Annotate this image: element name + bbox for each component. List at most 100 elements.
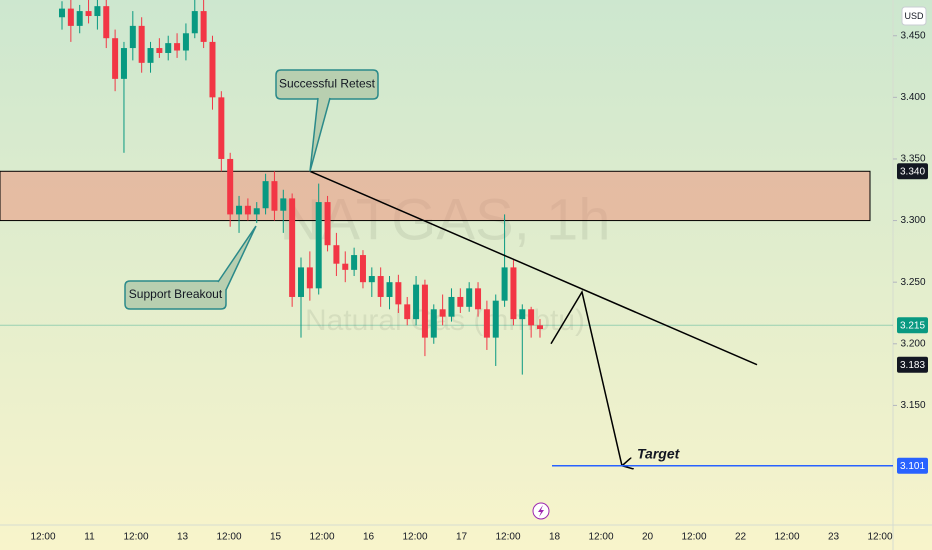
candle-body bbox=[191, 11, 198, 34]
x-tick-label: 13 bbox=[177, 532, 189, 543]
watermark-title: NATGAS, 1h bbox=[280, 187, 611, 252]
candle-body bbox=[448, 296, 455, 317]
candle-body bbox=[262, 181, 269, 209]
candle-body bbox=[67, 8, 74, 26]
target-label: Target bbox=[637, 445, 681, 461]
candle-body bbox=[227, 158, 234, 215]
price-tag-label: 3.340 bbox=[900, 166, 925, 177]
x-tick-label: 17 bbox=[456, 532, 468, 543]
candle-body bbox=[368, 276, 375, 283]
candle-body bbox=[457, 296, 464, 307]
candle-body bbox=[492, 300, 499, 338]
callout-text: Support Breakout bbox=[129, 287, 223, 301]
candle-body bbox=[138, 25, 145, 63]
candle-body bbox=[377, 276, 384, 297]
candle-body bbox=[244, 205, 251, 215]
candle-body bbox=[359, 255, 366, 283]
candle-body bbox=[351, 255, 358, 270]
candle-body bbox=[537, 325, 543, 330]
callout-pointer bbox=[309, 97, 331, 172]
currency: USD bbox=[904, 11, 924, 21]
candle-body bbox=[280, 198, 287, 211]
candle-body bbox=[483, 309, 490, 338]
candle-body bbox=[466, 288, 473, 307]
resistance-zone bbox=[0, 170, 871, 222]
price-tag bbox=[897, 457, 928, 474]
y-tick-label: 3.150 bbox=[900, 400, 925, 411]
candle-body bbox=[404, 304, 411, 320]
x-tick-label: 12:00 bbox=[774, 532, 799, 543]
candle-body bbox=[85, 11, 92, 17]
y-tick-label: 3.400 bbox=[900, 92, 925, 103]
events-bolt bbox=[538, 505, 544, 517]
x-tick-label: 16 bbox=[363, 532, 375, 543]
candle-body bbox=[306, 267, 313, 289]
x-tick-label: 15 bbox=[270, 532, 282, 543]
projection-path bbox=[550, 290, 622, 466]
candle-body bbox=[421, 284, 428, 338]
candle-body bbox=[439, 309, 446, 317]
candle-body bbox=[120, 48, 127, 79]
candle-body bbox=[59, 8, 65, 18]
callout-box bbox=[275, 69, 379, 100]
candle-body bbox=[271, 181, 278, 211]
candle-body bbox=[129, 25, 136, 49]
price-tag-label: 3.215 bbox=[900, 320, 925, 331]
candle-body bbox=[430, 309, 437, 338]
candle-body bbox=[386, 282, 393, 297]
candle-body bbox=[253, 208, 260, 215]
y-tick-label: 3.350 bbox=[900, 154, 925, 165]
candle-body bbox=[182, 33, 189, 51]
candle-body bbox=[103, 6, 110, 39]
candle-body bbox=[315, 202, 322, 289]
price-tag bbox=[897, 317, 928, 334]
x-tick-label: 12:00 bbox=[309, 532, 334, 543]
x-tick-label: 12:00 bbox=[30, 532, 55, 543]
x-tick-label: 11 bbox=[84, 532, 95, 543]
price-tag bbox=[897, 356, 928, 373]
callout-pointer bbox=[217, 225, 257, 291]
currency-box[interactable] bbox=[901, 6, 927, 26]
candle-body bbox=[236, 205, 243, 215]
candle-body bbox=[528, 309, 535, 326]
y-tick-label: 3.300 bbox=[900, 215, 925, 226]
y-tick-label: 3.200 bbox=[900, 338, 925, 349]
trendline bbox=[309, 170, 758, 366]
candle-body bbox=[174, 43, 181, 51]
price-tag-label: 3.101 bbox=[900, 461, 925, 472]
watermark-subtitle: Natural Gas (mmbtu) bbox=[305, 304, 585, 337]
x-tick-label: 12:00 bbox=[495, 532, 520, 543]
x-tick-label: 12:00 bbox=[588, 532, 613, 543]
candle-body bbox=[501, 267, 508, 301]
candle-body bbox=[475, 288, 482, 310]
price-tag-label: 3.183 bbox=[900, 360, 925, 371]
candle-body bbox=[218, 97, 225, 159]
callout-text: Successful Retest bbox=[279, 77, 376, 91]
candle-body bbox=[289, 198, 296, 297]
candle-body bbox=[510, 267, 517, 320]
candle-body bbox=[165, 43, 172, 53]
x-tick-label: 12:00 bbox=[123, 532, 148, 543]
candle-body bbox=[76, 11, 83, 26]
candle-body bbox=[342, 263, 349, 270]
candle-body bbox=[94, 6, 101, 17]
price-tag bbox=[897, 163, 928, 180]
x-tick-label: 22 bbox=[735, 532, 747, 543]
x-tick-label: 23 bbox=[828, 532, 840, 543]
x-tick-label: 12:00 bbox=[681, 532, 706, 543]
candle-body bbox=[298, 267, 304, 297]
y-tick-label: 3.450 bbox=[900, 30, 925, 41]
candle-body bbox=[147, 48, 154, 63]
candle-body bbox=[519, 309, 526, 320]
x-tick-label: 18 bbox=[549, 532, 561, 543]
candle-body bbox=[395, 282, 402, 305]
candle-body bbox=[324, 202, 331, 246]
x-tick-label: 12:00 bbox=[402, 532, 427, 543]
x-tick-label: 20 bbox=[642, 532, 654, 543]
candle-body bbox=[112, 38, 119, 79]
y-tick-label: 3.250 bbox=[900, 277, 925, 288]
candle-body bbox=[413, 284, 420, 320]
candle-body bbox=[156, 48, 163, 53]
